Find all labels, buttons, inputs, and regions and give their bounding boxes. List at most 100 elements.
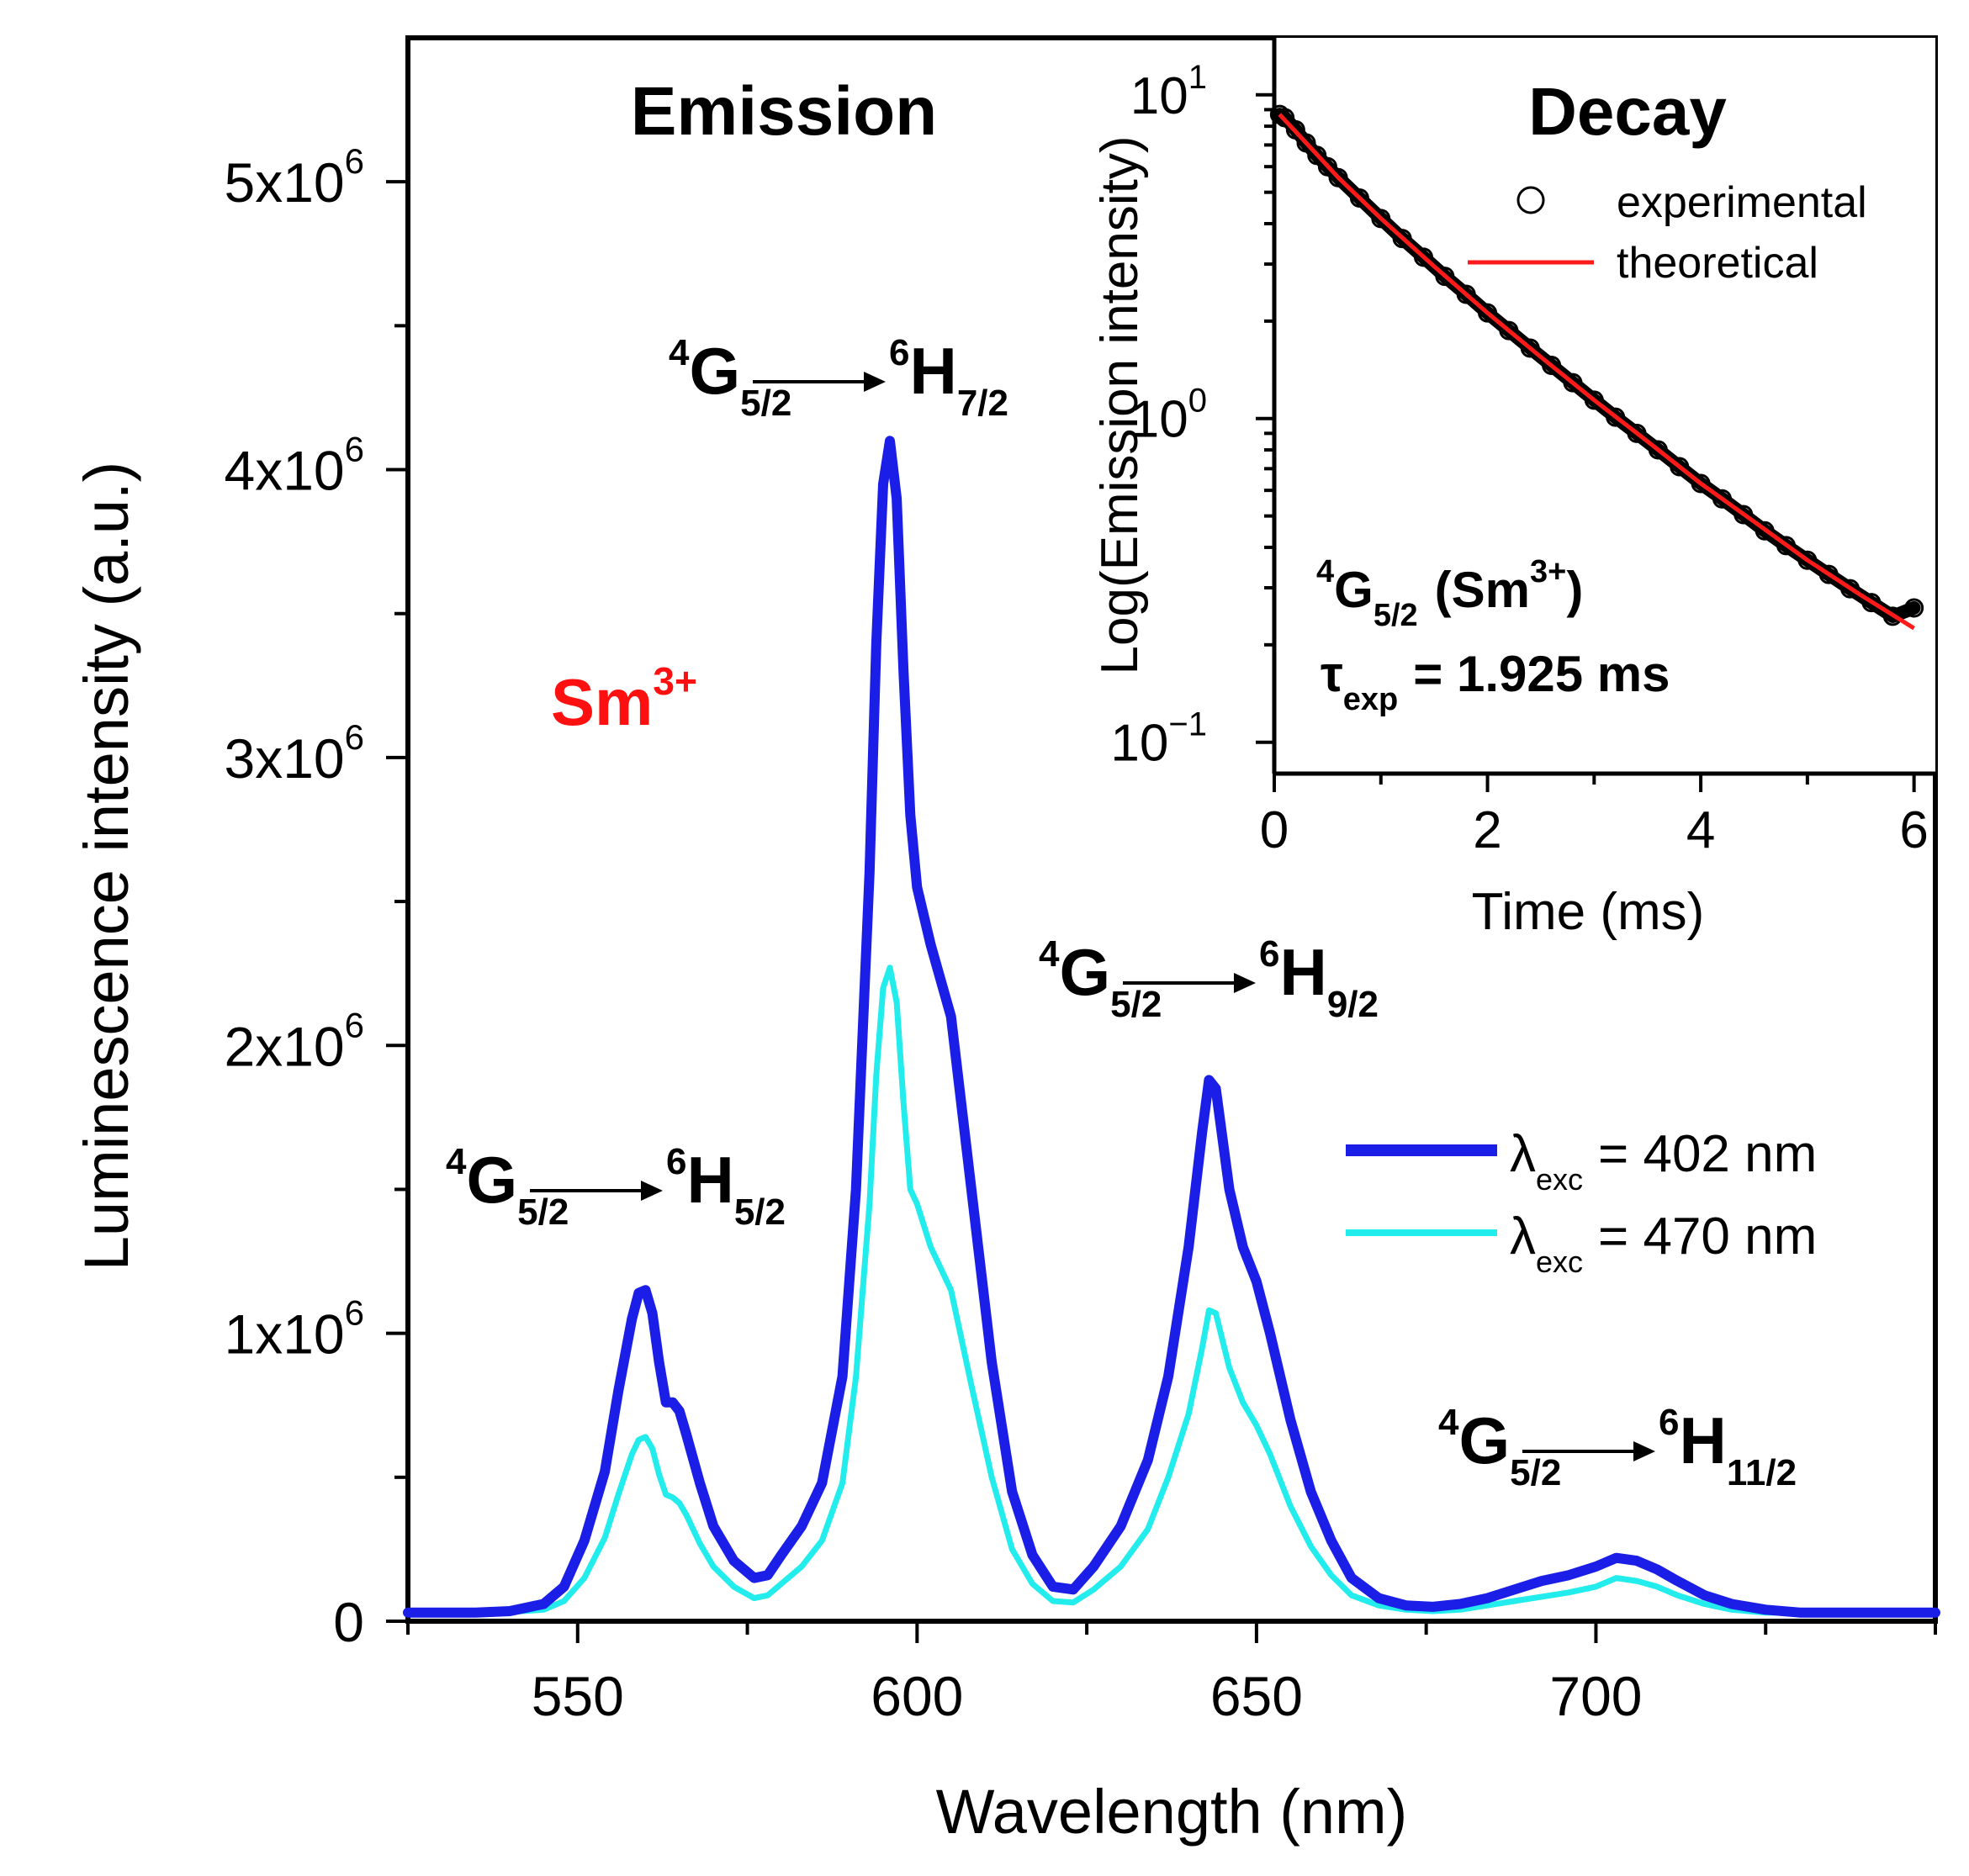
legend-sub-470: exc	[1536, 1245, 1583, 1279]
y-tick-label-exp: 6	[345, 717, 364, 757]
transition-from-sup: 4	[1438, 1402, 1459, 1443]
inset-experimental-point	[1520, 338, 1540, 358]
ion-label: Sm3+	[551, 659, 697, 739]
inset-experimental-point	[1456, 284, 1476, 304]
inset-x-tick-label: 6	[1899, 801, 1928, 859]
transition-from-sup: 4	[669, 332, 690, 373]
y-tick-label-base: 4x10	[225, 440, 345, 502]
inset-experimental-point	[1861, 593, 1882, 613]
inset-experimental-point	[1413, 247, 1433, 267]
inset-experimental-point	[1285, 119, 1305, 140]
inset-experimental-point	[1371, 209, 1391, 229]
y-tick-label: 2x106	[225, 1005, 364, 1077]
inset-experimental-point	[1542, 355, 1562, 375]
inset-experimental-point	[1307, 145, 1327, 166]
inset-experimental-point	[1627, 423, 1647, 443]
inset-tau-value: = 1.925 ms	[1413, 646, 1670, 702]
inset-experimental-point	[1904, 598, 1924, 618]
inset-y-tick-label-exp: 1	[1188, 59, 1207, 96]
y-tick-label-exp: 6	[345, 141, 364, 181]
inset-experimental-point	[1606, 407, 1626, 427]
main-plot-frame	[405, 35, 1938, 1624]
inset-experimental-point	[1392, 229, 1412, 249]
y-tick-label-base: 5x10	[225, 151, 345, 214]
transition-from: 4G5/2	[669, 332, 791, 424]
inset-y-tick-label-base: 10	[1130, 67, 1188, 125]
inset-experimental-point	[1712, 489, 1732, 509]
inset-experimental-point	[1296, 133, 1316, 153]
inset-experimental-point	[1648, 440, 1668, 460]
y-tick-label-base: 3x10	[225, 727, 345, 790]
transition-from-sup: 4	[446, 1141, 467, 1182]
inset-legend-theoretical: theoretical	[1617, 239, 1818, 288]
transition-from-letter: G	[466, 1143, 517, 1217]
inset-x-tick-label: 2	[1473, 801, 1501, 859]
inset-x-axis-title: Time (ms)	[1472, 883, 1705, 941]
transition-arrow-head	[641, 1181, 663, 1201]
inset-y-axis-title: Log(Emission intensity)	[1091, 136, 1149, 675]
inset-level-label: 4G5/2 (Sm3+)	[1316, 554, 1583, 633]
x-tick-label: 600	[871, 1665, 963, 1727]
ion-label-text: Sm	[551, 665, 653, 739]
transition-to-sup: 6	[1259, 933, 1279, 975]
transition-label: 4G5/2 6H11/2	[1438, 1402, 1797, 1493]
y-tick-label: 0	[333, 1591, 364, 1653]
transition-to-sup: 6	[666, 1141, 686, 1182]
inset-legend-marker-experimental	[1516, 186, 1545, 214]
inset-experimental-point	[1499, 320, 1519, 341]
inset-experimental-point	[1840, 579, 1860, 599]
series-402nm-line	[403, 436, 1940, 1618]
series-470nm-line	[405, 964, 1939, 1616]
legend-label-470: λexc = 470 nm	[1510, 1208, 1817, 1279]
legend-label-402: λexc = 402 nm	[1510, 1125, 1817, 1197]
transition-to-letter: H	[909, 334, 956, 408]
legend-text-402: = 402 nm	[1598, 1125, 1817, 1183]
transition-to-sup: 6	[889, 332, 909, 373]
ion-label-sup: 3+	[653, 659, 696, 703]
transition-to: 6H9/2	[1259, 933, 1379, 1025]
inset-experimental-point	[1797, 550, 1818, 570]
inset-y-tick-label: 101	[1130, 59, 1207, 125]
legend-symbol-470: λ	[1510, 1208, 1536, 1266]
inset-experimental-point	[1478, 303, 1498, 323]
inset-experimental-point	[1275, 108, 1295, 128]
y-tick-label: 1x106	[225, 1293, 364, 1366]
y-tick-label-base: 2x10	[225, 1015, 345, 1077]
transition-to: 6H7/2	[889, 332, 1008, 424]
transition-from-letter: G	[689, 334, 740, 408]
transition-to-sub: 7/2	[957, 383, 1008, 424]
transition-label: 4G5/2 6H7/2	[669, 332, 1008, 424]
inset-level-sub: 5/2	[1374, 598, 1418, 633]
y-tick-label-exp: 6	[345, 1293, 364, 1333]
transition-from-sub: 5/2	[517, 1192, 569, 1233]
transition-from-sub: 5/2	[1110, 984, 1162, 1025]
inset-x-tick-label: 4	[1686, 801, 1715, 859]
inset-y-tick-label-base: 10	[1130, 391, 1188, 449]
legend-text-470: = 470 nm	[1598, 1208, 1817, 1266]
inset-tau-label: τexp = 1.925 ms	[1321, 646, 1670, 717]
inset-level-G: G	[1334, 562, 1374, 618]
transition-from-sub: 5/2	[740, 383, 791, 424]
transition-to-sub: 5/2	[734, 1192, 786, 1233]
inset-experimental-point	[1691, 473, 1711, 494]
y-axis-title: Luminescence intensity (a.u.)	[71, 462, 141, 1271]
transition-from-sub: 5/2	[1510, 1452, 1561, 1493]
transition-labels: 4G5/26H5/24G5/26H7/24G5/26H9/24G5/26H11/…	[446, 332, 1797, 1493]
x-axis-title: Wavelength (nm)	[936, 1777, 1408, 1847]
inset-experimental-point	[1818, 564, 1839, 584]
legend-sub-402: exc	[1536, 1162, 1583, 1197]
inset-experimental-point	[1584, 390, 1604, 410]
emission-legend: λexc = 402 nm λexc = 470 nm	[1346, 1125, 1817, 1279]
inset-tau-sub: exp	[1343, 682, 1398, 717]
inset-experimental-point	[1328, 167, 1348, 188]
y-tick-label-base: 1x10	[225, 1303, 345, 1366]
inset-level-sup: 4	[1316, 554, 1334, 589]
transition-from-letter: G	[1458, 1403, 1510, 1477]
y-tick-label-exp: 6	[345, 1005, 364, 1044]
inset-theoretical-line	[1278, 113, 1915, 631]
inset-experimental-point	[1317, 156, 1337, 177]
